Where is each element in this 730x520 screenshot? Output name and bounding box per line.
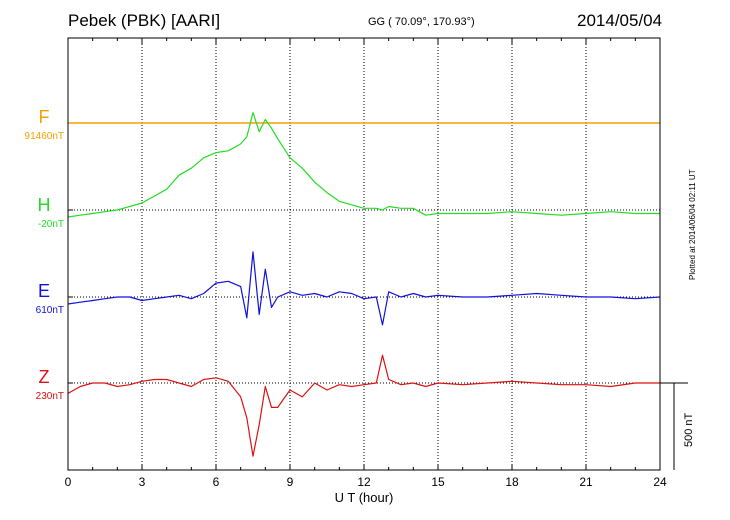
x-tick-label: 9 xyxy=(287,475,294,489)
x-tick-label: 21 xyxy=(579,475,593,489)
component-baseline-e: 610nT xyxy=(35,305,64,316)
x-tick-label: 18 xyxy=(505,475,519,489)
component-letter-e: E xyxy=(37,281,50,301)
component-baseline-h: -20nT xyxy=(37,219,64,230)
trace-e xyxy=(67,251,661,326)
x-tick-label: 12 xyxy=(357,475,371,489)
x-tick-label: 3 xyxy=(139,475,146,489)
component-letter-z: Z xyxy=(38,367,50,387)
component-letter-f: F xyxy=(38,107,50,127)
x-axis-ticks: 0 3 6 9 12 15 18 21 24 xyxy=(65,38,667,489)
chart-date: 2014/05/04 xyxy=(577,11,663,30)
x-tick-label: 0 xyxy=(65,475,72,489)
grid-lines xyxy=(141,38,587,470)
component-traces xyxy=(67,111,661,457)
x-tick-label: 24 xyxy=(653,475,667,489)
x-axis-label: U T (hour) xyxy=(335,490,394,505)
x-tick-label: 15 xyxy=(431,475,445,489)
station-coords: GG ( 70.09°, 170.93°) xyxy=(368,16,475,28)
x-tick-label: 6 xyxy=(213,475,220,489)
trace-z xyxy=(67,354,660,457)
trace-h xyxy=(67,111,660,218)
component-baseline-z: 230nT xyxy=(35,391,64,402)
component-letter-h: H xyxy=(37,195,51,215)
station-title: Pebek (PBK) [AARI] xyxy=(68,11,221,30)
component-baseline-f: 91460nT xyxy=(24,131,64,142)
scale-bar: 500 nT xyxy=(660,382,695,470)
scale-bar-label: 500 nT xyxy=(683,412,695,447)
